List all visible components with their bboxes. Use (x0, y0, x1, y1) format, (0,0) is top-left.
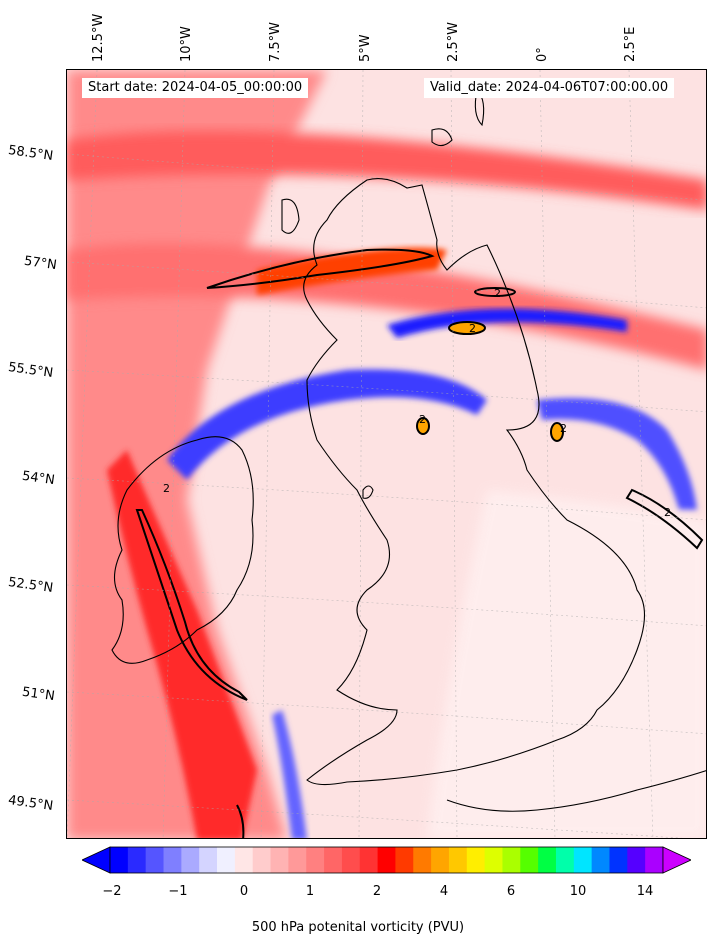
colorbar-segment (359, 847, 379, 873)
colorbar-segment (110, 847, 129, 873)
colorbar-tick: 10 (569, 884, 587, 899)
pv-negative-filament (272, 710, 307, 838)
pv-map: 2 2 2 2 2 2 (66, 69, 707, 839)
lon-label-2.5w: 2.5°W (446, 21, 461, 62)
colorbar-segment (609, 847, 628, 873)
colorbar-segment (306, 847, 325, 873)
pv-contour-scotland (206, 248, 435, 289)
colorbar-segment (377, 847, 396, 873)
colorbar-tick: 6 (506, 884, 516, 899)
colorbar-segment (145, 847, 165, 873)
coastlines (111, 88, 706, 812)
graticule (67, 70, 706, 838)
contour-label: 2 (494, 287, 501, 300)
pv-northern-streak (67, 131, 706, 210)
colorbar-segment (573, 847, 593, 873)
colorbar-over-arrow (662, 846, 691, 874)
contour-label: 2 (469, 322, 476, 335)
colorbar-segment (270, 847, 289, 873)
lat-label-58.5n: 58.5°N (7, 142, 54, 165)
colorbar-segment (341, 847, 361, 873)
colorbar-tick: 2 (372, 884, 382, 899)
colorbar-segment (591, 847, 610, 873)
pv-field: 2 2 2 2 2 2 (67, 70, 706, 838)
coastline-isle-of-man (362, 485, 374, 499)
pv-contour-south (236, 804, 245, 838)
lat-label-51n: 51°N (21, 684, 56, 705)
colorbar-segment (555, 847, 575, 873)
contour-label: 2 (664, 506, 671, 519)
colorbar-segment (324, 847, 343, 873)
colorbar-segment (252, 847, 272, 873)
coastline-orkney (431, 128, 453, 147)
colorbar-tick: 4 (439, 884, 449, 899)
coastline-ireland (111, 436, 254, 664)
pv-scotland-streak (67, 243, 706, 370)
colorbar-segment (181, 847, 200, 873)
lon-label-10w: 10°W (179, 26, 194, 62)
colorbar-segment (502, 847, 521, 873)
pv-negative-arc-east (537, 398, 697, 510)
colorbar-tick: 1 (305, 884, 315, 899)
contour-label: 2 (419, 413, 426, 426)
pv-contour-blob-1 (448, 321, 486, 335)
colorbar-segment (199, 847, 218, 873)
lon-label-12.5w: 12.5°W (91, 13, 106, 62)
pv-east-light (427, 490, 706, 838)
colorbar-segment (645, 847, 664, 873)
valid-date-label: Valid_date: 2024-04-06T07:00:00.00 (424, 78, 675, 98)
pv-contour-blob-3 (550, 422, 564, 442)
colorbar-segment (520, 847, 539, 873)
colorbar-segment (288, 847, 307, 873)
lat-label-49.5n: 49.5°N (7, 792, 54, 815)
pv-negative-arc-west (167, 369, 487, 480)
lat-label-55.5n: 55.5°N (7, 359, 54, 382)
colorbar-tick: −2 (102, 884, 122, 899)
pv-negative-streaks (387, 308, 627, 338)
pv-contour-blob-4 (474, 287, 516, 297)
colorbar-segment (484, 847, 503, 873)
lon-label-5w: 5°W (358, 34, 373, 62)
lon-label-7.5w: 7.5°W (268, 21, 283, 62)
colorbar-under-arrow (82, 846, 111, 874)
colorbar-segment (538, 847, 557, 873)
colorbar-segment (217, 847, 236, 873)
colorbar-tick: 0 (239, 884, 249, 899)
coastline-france (446, 770, 706, 812)
colorbar-segment (163, 847, 182, 873)
colorbar (82, 846, 691, 874)
colorbar-segment (466, 847, 486, 873)
contour-label: 2 (163, 482, 170, 495)
lat-label-52.5n: 52.5°N (7, 574, 54, 597)
contour-label: 2 (560, 422, 567, 435)
lat-label-57n: 57°N (23, 253, 58, 274)
colorbar-segment (234, 847, 254, 873)
colorbar-tick: −1 (168, 884, 188, 899)
colorbar-segment (127, 847, 147, 873)
colorbar-segment (431, 847, 450, 873)
lon-label-0: 0° (535, 47, 550, 62)
colorbar-segment (627, 847, 646, 873)
coastline-great-britain (303, 178, 645, 786)
colorbar-segment (448, 847, 468, 873)
pv-west-core (107, 450, 257, 838)
start-date-label: Start date: 2024-04-05_00:00:00 (82, 78, 309, 98)
pv-contour-blob-2 (416, 417, 430, 435)
colorbar-segment (395, 847, 414, 873)
lat-label-54n: 54°N (21, 468, 56, 489)
coastline-hebrides (281, 198, 300, 234)
lon-label-2.5e: 2.5°E (623, 26, 638, 62)
pv-contour-east (625, 488, 704, 550)
colorbar-label: 500 hPa potenital vorticity (PVU) (251, 920, 465, 935)
colorbar-segment (413, 847, 432, 873)
colorbar-tick: 14 (636, 884, 654, 899)
